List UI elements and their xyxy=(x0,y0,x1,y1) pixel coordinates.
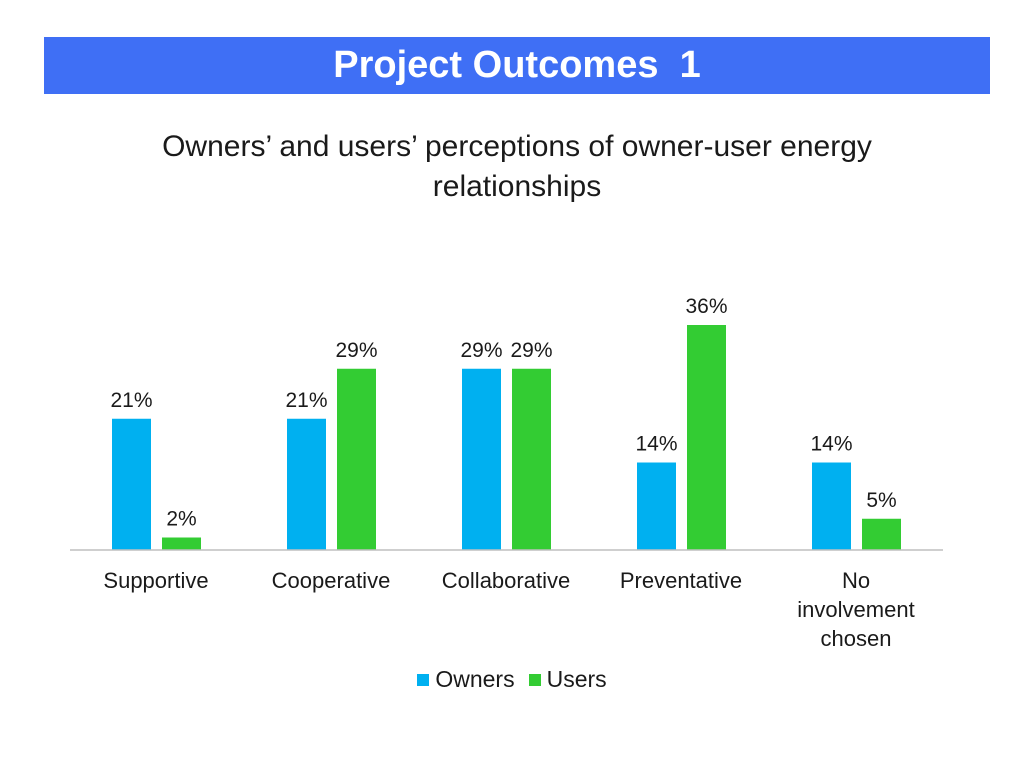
bar-users-1 xyxy=(337,368,376,550)
legend-item-owners: Owners xyxy=(417,666,515,693)
data-label-owners-2: 29% xyxy=(460,339,502,362)
bar-owners-2 xyxy=(462,368,501,550)
bar-owners-1 xyxy=(287,418,326,550)
category-label-4-line-1: involvement xyxy=(797,597,914,622)
legend: Owners Users xyxy=(0,666,1024,693)
data-label-users-3: 36% xyxy=(685,295,727,318)
category-label-2: Collaborative xyxy=(442,568,570,593)
category-label-4-line-2: chosen xyxy=(821,626,892,651)
bar-owners-4 xyxy=(812,462,851,550)
page-title: Project Outcomes 1 xyxy=(333,44,701,86)
category-label-4-line-0: No xyxy=(842,568,870,593)
chart-subtitle: Owners’ and users’ perceptions of owner-… xyxy=(162,130,872,203)
data-label-owners-0: 21% xyxy=(110,389,152,412)
category-label-3: Preventative xyxy=(620,568,742,593)
legend-swatch-owners xyxy=(417,673,430,686)
data-label-users-4: 5% xyxy=(866,489,896,512)
category-label-1: Cooperative xyxy=(272,568,391,593)
title-bar: Project Outcomes 1 xyxy=(44,37,990,94)
data-label-users-2: 29% xyxy=(510,339,552,362)
bar-users-4 xyxy=(862,518,901,550)
data-label-users-1: 29% xyxy=(335,339,377,362)
data-label-users-0: 2% xyxy=(166,508,196,531)
legend-label-users: Users xyxy=(546,666,607,692)
data-label-owners-3: 14% xyxy=(635,433,677,456)
legend-label-owners: Owners xyxy=(435,666,515,692)
bar-owners-0 xyxy=(112,418,151,550)
data-label-owners-1: 21% xyxy=(285,389,327,412)
bar-users-0 xyxy=(162,537,201,550)
bar-owners-3 xyxy=(637,462,676,550)
bar-users-3 xyxy=(687,325,726,550)
data-label-owners-4: 14% xyxy=(810,433,852,456)
category-label-0: Supportive xyxy=(103,568,208,593)
legend-swatch-users xyxy=(528,673,541,686)
legend-item-users: Users xyxy=(528,666,607,693)
bar-users-2 xyxy=(512,368,551,550)
